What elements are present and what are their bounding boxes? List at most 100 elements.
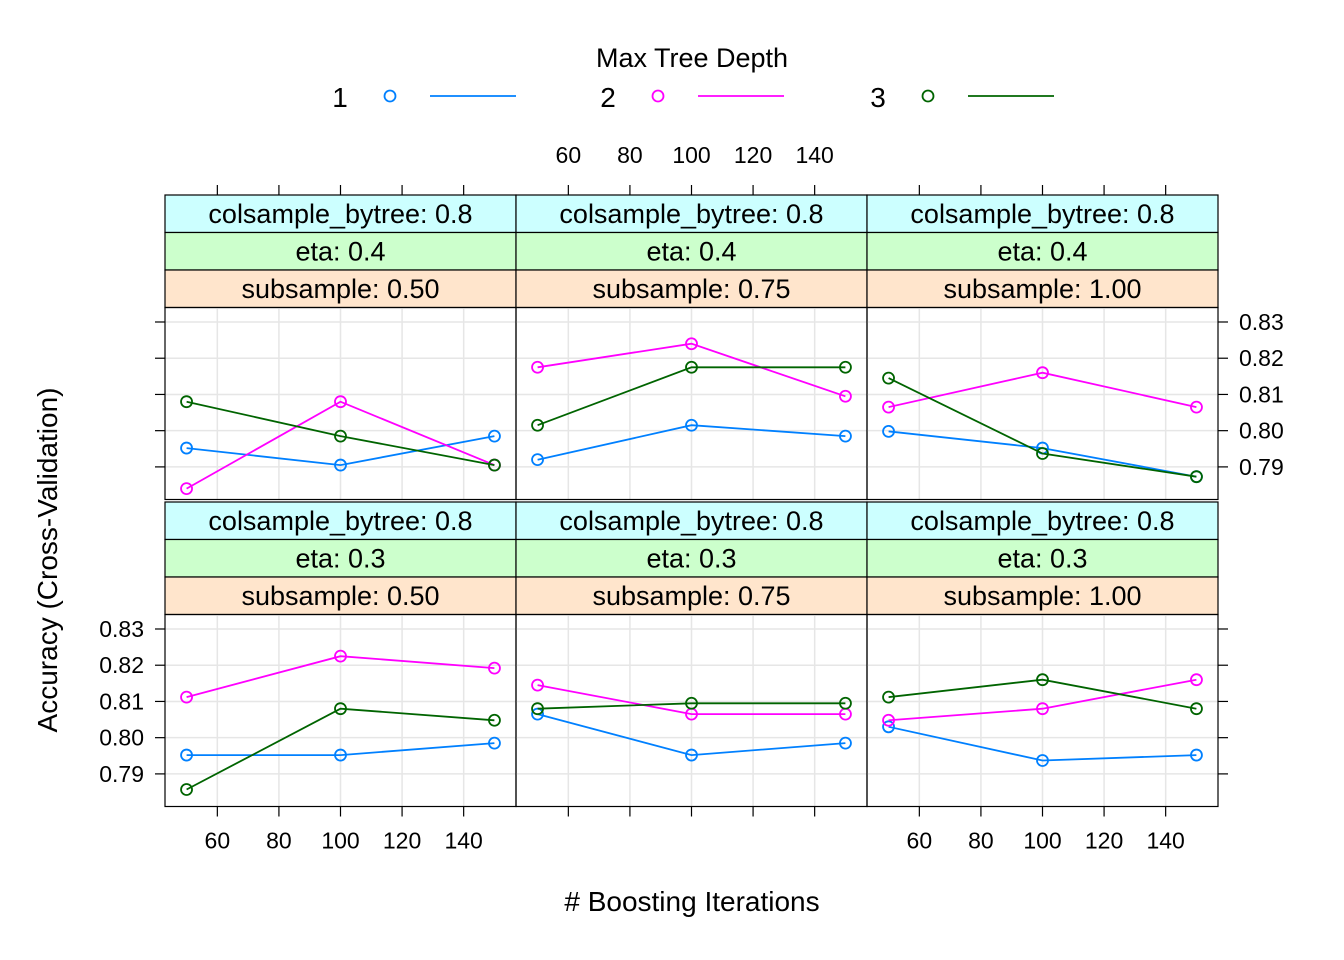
data-point [839, 389, 852, 403]
data-point [685, 360, 698, 374]
legend: 1 2 3 [332, 82, 1054, 113]
data-point [882, 424, 895, 438]
x-tick-label: 80 [968, 828, 994, 854]
strip-3 [515, 576, 868, 616]
series-line-3 [537, 366, 846, 427]
strip-3 [866, 576, 1219, 616]
x-tick-label: 80 [266, 828, 292, 854]
data-point [882, 371, 895, 385]
series-line-3 [888, 377, 1197, 478]
panel-5: colsample_bytree: 0.8 eta: 0.3 subsample: … [515, 501, 868, 808]
data-point [531, 453, 544, 467]
strip-label: eta: 0.4 [646, 237, 736, 267]
x-tick-label: 80 [617, 142, 643, 168]
legend-label: 3 [870, 82, 886, 113]
strip-label: subsample: 0.75 [592, 581, 790, 611]
data-point [839, 360, 852, 374]
series-line-1 [888, 725, 1197, 762]
panel-border [866, 306, 1219, 501]
strip-3 [164, 576, 517, 616]
strip-2 [866, 231, 1219, 271]
y-tick-label: 0.79 [99, 761, 144, 787]
strip-1 [515, 501, 868, 541]
strip-3 [866, 269, 1219, 309]
data-point [685, 748, 698, 762]
panel-2: colsample_bytree: 0.8 eta: 0.4 subsample: … [515, 194, 868, 501]
data-point [531, 360, 544, 374]
strip-3 [164, 269, 517, 309]
data-point [882, 690, 895, 704]
strip-2 [866, 538, 1219, 578]
data-point [180, 690, 193, 704]
data-point [839, 696, 852, 710]
y-tick-label: 0.82 [99, 652, 144, 678]
x-tick-label: 100 [672, 142, 710, 168]
x-tick-label: 60 [556, 142, 582, 168]
series-line-2 [186, 655, 495, 698]
data-point [531, 707, 544, 721]
data-point [1190, 673, 1203, 687]
strip-label: colsample_bytree: 0.8 [910, 506, 1174, 536]
strip-label: eta: 0.4 [997, 237, 1087, 267]
data-point [531, 418, 544, 432]
series-line-3 [537, 702, 846, 710]
data-point [180, 395, 193, 409]
y-tick-label: 0.83 [1239, 309, 1284, 335]
series-line-2 [537, 342, 846, 398]
x-tick-label: 140 [444, 828, 482, 854]
data-point [334, 429, 347, 443]
data-point [180, 482, 193, 496]
series-line-1 [186, 435, 495, 467]
series-line-3 [888, 678, 1197, 710]
legend-label: 1 [332, 82, 348, 113]
y-tick-label: 0.82 [1239, 345, 1284, 371]
data-point [1036, 366, 1049, 380]
series-line-3 [186, 400, 495, 466]
data-point [685, 696, 698, 710]
legend-title: Max Tree Depth [596, 43, 788, 73]
legend-point-marker [383, 89, 397, 103]
y-tick-label: 0.79 [1239, 454, 1284, 480]
data-point [882, 400, 895, 414]
data-point [488, 458, 501, 472]
data-point [839, 736, 852, 750]
data-point [180, 748, 193, 762]
strip-label: colsample_bytree: 0.8 [559, 199, 823, 229]
series-line-3 [186, 707, 495, 791]
strip-label: eta: 0.3 [997, 544, 1087, 574]
legend-point-marker [921, 89, 935, 103]
data-point [1036, 673, 1049, 687]
series-line-2 [888, 678, 1197, 722]
data-point [1190, 470, 1203, 484]
data-point [334, 649, 347, 663]
panel-6: colsample_bytree: 0.8 eta: 0.3 subsample: … [866, 501, 1219, 808]
panel-1: colsample_bytree: 0.8 eta: 0.4 subsample: … [164, 194, 517, 501]
y-tick-label: 0.80 [1239, 418, 1284, 444]
series-line-1 [537, 713, 846, 757]
x-axis-label: # Boosting Iterations [564, 886, 819, 917]
series-line-1 [537, 424, 846, 461]
data-point [334, 458, 347, 472]
data-point [685, 337, 698, 351]
strip-label: subsample: 0.50 [241, 274, 439, 304]
data-point [488, 429, 501, 443]
data-point [488, 661, 501, 675]
series-line-2 [186, 400, 495, 490]
data-point [1190, 400, 1203, 414]
panel-4: colsample_bytree: 0.8 eta: 0.3 subsample: … [164, 501, 517, 808]
data-point [334, 702, 347, 716]
series-line-1 [186, 742, 495, 756]
panel-3: colsample_bytree: 0.8 eta: 0.4 subsample: … [866, 194, 1219, 501]
data-point [488, 713, 501, 727]
data-point [1190, 748, 1203, 762]
legend-label: 2 [600, 82, 616, 113]
data-point [1190, 702, 1203, 716]
legend-item-1: 1 [332, 82, 516, 113]
data-point [488, 736, 501, 750]
y-axis-label: Accuracy (Cross-Validation) [32, 388, 63, 733]
strip-2 [164, 231, 517, 271]
x-tick-label: 120 [734, 142, 772, 168]
legend-item-2: 2 [600, 82, 784, 113]
data-point [334, 748, 347, 762]
